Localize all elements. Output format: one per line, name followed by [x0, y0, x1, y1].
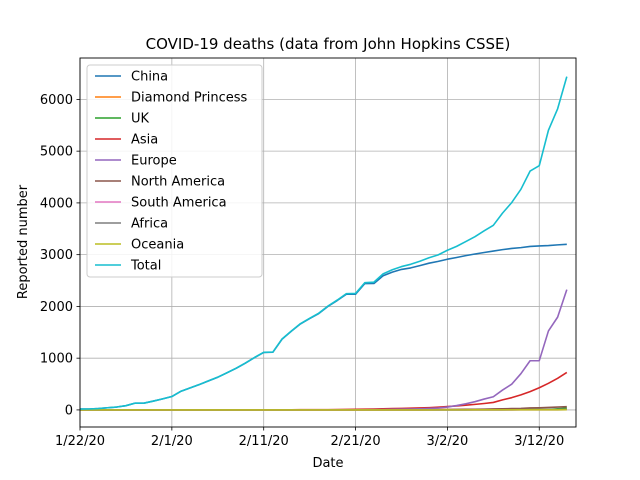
x-axis-label: Date — [312, 456, 343, 471]
legend-label-africa: Africa — [131, 217, 168, 232]
legend: China Diamond Princess UK Asia Europe North A… — [86, 64, 263, 278]
series-lines — [79, 76, 568, 411]
chart-title: COVID-19 deaths (data from John Hopkins … — [146, 35, 511, 53]
series-line-total — [79, 76, 568, 410]
y-tick-label: 4000 — [40, 196, 73, 211]
y-axis-label: Reported number — [16, 184, 31, 299]
x-tick-label: 2/21/20 — [330, 434, 380, 449]
y-tick-label: 0 — [65, 403, 73, 418]
y-tick-label: 1000 — [40, 352, 73, 367]
legend-label-north-america: North America — [131, 175, 225, 190]
x-axis-ticks: 1/22/20 2/1/20 2/11/20 2/21/20 3/2/20 3/12/20 — [55, 427, 564, 449]
plot-frame — [79, 57, 577, 428]
legend-label-total: Total — [130, 259, 161, 274]
y-tick-label: 5000 — [40, 145, 73, 160]
y-axis-ticks: 0 1000 2000 3000 4000 5000 6000 — [40, 93, 80, 418]
x-tick-label: 1/22/20 — [55, 434, 105, 449]
y-tick-label: 6000 — [40, 93, 73, 108]
x-tick-label: 2/1/20 — [151, 434, 193, 449]
legend-label-asia: Asia — [131, 133, 158, 148]
x-tick-label: 3/12/20 — [514, 434, 564, 449]
legend-label-europe: Europe — [131, 154, 177, 169]
legend-label-china: China — [131, 70, 168, 85]
legend-label-diamond-princess: Diamond Princess — [131, 91, 248, 106]
legend-label-south-america: South America — [131, 196, 227, 211]
x-tick-label: 2/11/20 — [239, 434, 289, 449]
x-tick-label: 3/2/20 — [426, 434, 468, 449]
legend-label-oceania: Oceania — [131, 238, 184, 253]
legend-box — [86, 64, 263, 278]
legend-label-uk: UK — [131, 112, 150, 127]
y-tick-label: 3000 — [40, 248, 73, 263]
y-tick-label: 2000 — [40, 300, 73, 315]
